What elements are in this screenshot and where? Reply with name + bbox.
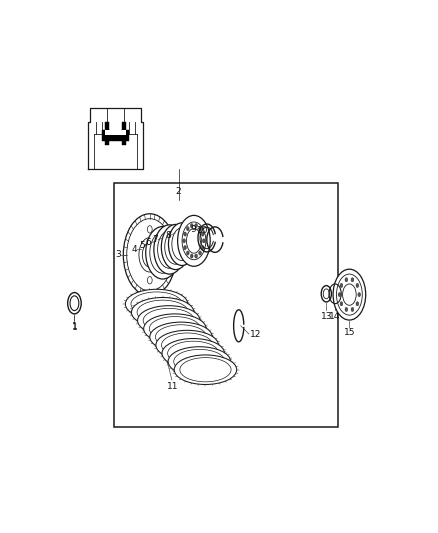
Ellipse shape	[183, 239, 185, 243]
Text: 8: 8	[165, 231, 171, 240]
Text: 12: 12	[250, 330, 261, 340]
Text: 6: 6	[146, 238, 152, 247]
Ellipse shape	[131, 297, 194, 327]
Text: 4: 4	[131, 245, 137, 254]
Ellipse shape	[184, 246, 187, 249]
Ellipse shape	[154, 225, 185, 274]
Ellipse shape	[195, 254, 198, 258]
Text: 13: 13	[321, 312, 332, 321]
Ellipse shape	[345, 278, 348, 282]
Text: 14: 14	[329, 312, 341, 321]
Bar	[114, 183, 338, 427]
Ellipse shape	[351, 308, 354, 311]
Ellipse shape	[187, 251, 189, 255]
Ellipse shape	[174, 355, 237, 384]
Ellipse shape	[358, 293, 360, 297]
Ellipse shape	[195, 223, 198, 228]
Ellipse shape	[124, 214, 176, 296]
Polygon shape	[105, 125, 126, 134]
Ellipse shape	[340, 302, 343, 306]
Ellipse shape	[125, 289, 188, 319]
Text: 3: 3	[116, 251, 121, 259]
Ellipse shape	[191, 223, 193, 228]
Text: 1: 1	[71, 322, 78, 331]
Ellipse shape	[162, 338, 224, 368]
Text: 5: 5	[139, 241, 145, 250]
Text: 7: 7	[152, 235, 158, 244]
Ellipse shape	[202, 239, 205, 243]
Text: 9: 9	[190, 225, 196, 235]
Ellipse shape	[178, 215, 210, 266]
Ellipse shape	[150, 322, 212, 352]
Text: 10: 10	[197, 226, 208, 235]
Ellipse shape	[169, 223, 196, 265]
Ellipse shape	[345, 308, 348, 311]
Ellipse shape	[191, 254, 193, 258]
Ellipse shape	[201, 246, 204, 249]
Ellipse shape	[161, 224, 190, 270]
Ellipse shape	[144, 314, 206, 343]
Ellipse shape	[338, 293, 341, 297]
Ellipse shape	[156, 330, 219, 360]
Ellipse shape	[138, 306, 200, 335]
Text: 2: 2	[176, 187, 181, 196]
Ellipse shape	[351, 278, 354, 282]
Ellipse shape	[333, 269, 366, 320]
Ellipse shape	[184, 232, 187, 236]
Ellipse shape	[146, 227, 180, 279]
Text: 1: 1	[71, 323, 78, 332]
Text: 15: 15	[344, 328, 355, 337]
Ellipse shape	[356, 284, 359, 287]
Ellipse shape	[199, 227, 201, 231]
Ellipse shape	[187, 227, 189, 231]
Polygon shape	[102, 122, 130, 145]
Ellipse shape	[201, 232, 204, 236]
Ellipse shape	[340, 284, 343, 287]
Ellipse shape	[199, 251, 201, 255]
Ellipse shape	[356, 302, 359, 306]
Text: 11: 11	[167, 382, 179, 391]
Ellipse shape	[168, 347, 230, 376]
